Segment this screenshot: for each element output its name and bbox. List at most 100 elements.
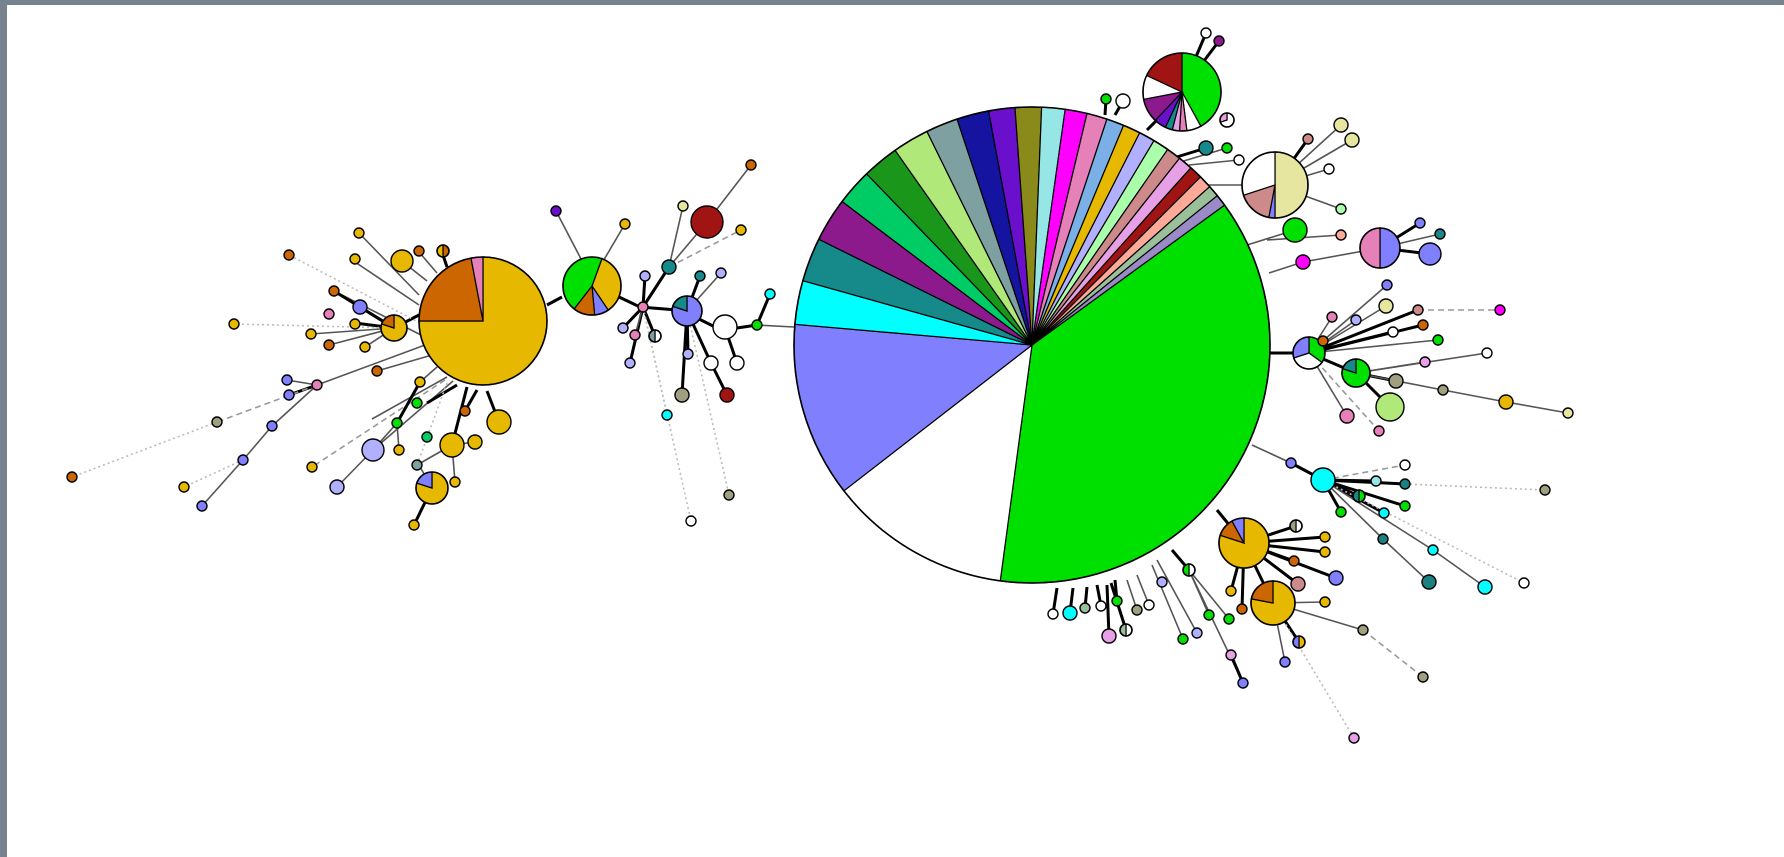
mixed-node-outline xyxy=(1182,563,1196,577)
haplotype-node xyxy=(1498,394,1514,410)
haplotype-node xyxy=(1323,163,1335,175)
haplotype-node xyxy=(408,519,420,531)
haplotype-node xyxy=(305,328,317,340)
mixed-node-outline xyxy=(1119,623,1133,637)
haplotype-node xyxy=(1339,408,1355,424)
haplotype-node xyxy=(1095,600,1107,612)
haplotype-network xyxy=(66,27,1574,744)
main-node-outline xyxy=(793,106,1271,584)
network-link xyxy=(351,259,420,306)
haplotype-node xyxy=(1310,467,1336,493)
haplotype-node xyxy=(178,481,190,493)
haplotype-node xyxy=(352,299,368,315)
haplotype-node xyxy=(211,416,223,428)
haplotype-node xyxy=(712,314,738,340)
haplotype-node xyxy=(1062,605,1078,621)
haplotype-node xyxy=(677,200,689,212)
network-link xyxy=(372,380,454,451)
haplotype-node xyxy=(1233,154,1245,166)
network-link xyxy=(1404,483,1546,491)
mixed-node-outline xyxy=(380,314,408,342)
haplotype-node xyxy=(391,417,403,429)
haplotype-node xyxy=(1236,603,1248,615)
haplotype-node xyxy=(1357,624,1369,636)
haplotype-node xyxy=(390,249,414,273)
haplotype-node xyxy=(1333,117,1349,133)
mixed-node-outline xyxy=(1250,580,1296,626)
network-canvas xyxy=(7,5,1784,857)
mixed-node-slice xyxy=(1359,227,1381,269)
haplotype-node xyxy=(735,224,747,236)
network-link xyxy=(233,323,395,329)
network-link xyxy=(1442,389,1507,403)
haplotype-node xyxy=(719,387,735,403)
network-link xyxy=(1188,159,1240,166)
network-link xyxy=(641,266,671,308)
haplotype-node xyxy=(353,227,365,239)
network-link xyxy=(1382,538,1430,583)
mixed-node-outline xyxy=(1292,336,1326,370)
haplotype-node xyxy=(639,270,651,282)
network-link xyxy=(1308,308,1419,355)
haplotype-node xyxy=(283,389,295,401)
network-nodes xyxy=(66,27,1574,744)
haplotype-node xyxy=(266,420,278,432)
haplotype-node xyxy=(311,379,323,391)
haplotype-node xyxy=(467,434,483,450)
haplotype-node xyxy=(196,500,208,512)
haplotype-node xyxy=(323,308,335,320)
haplotype-node xyxy=(393,444,405,456)
haplotype-node xyxy=(306,461,318,473)
network-link xyxy=(316,344,426,386)
haplotype-node xyxy=(1414,217,1426,229)
haplotype-node xyxy=(629,329,641,341)
network-link xyxy=(546,295,563,307)
haplotype-node xyxy=(1494,304,1506,316)
haplotype-node xyxy=(237,454,249,466)
network-link xyxy=(756,324,795,328)
haplotype-node xyxy=(228,318,240,330)
haplotype-node xyxy=(411,397,423,409)
mixed-node-outline xyxy=(1352,489,1366,503)
haplotype-node xyxy=(1223,613,1235,625)
network-link xyxy=(183,459,244,488)
mixed-node-outline xyxy=(648,329,662,343)
network-link xyxy=(1156,559,1198,634)
haplotype-node xyxy=(411,459,423,471)
mixed-node-outline xyxy=(1292,635,1306,649)
haplotype-node xyxy=(1221,142,1233,154)
haplotype-node xyxy=(1288,555,1300,567)
network-link xyxy=(668,205,684,268)
haplotype-node xyxy=(459,405,471,417)
network-link xyxy=(201,459,244,507)
network-link xyxy=(1308,352,1380,432)
haplotype-node xyxy=(1143,599,1155,611)
mixed-node-outline xyxy=(1219,112,1235,128)
mixed-node-outline xyxy=(415,471,449,505)
haplotype-node xyxy=(371,365,383,377)
haplotype-node xyxy=(1203,609,1215,621)
haplotype-node xyxy=(729,355,745,371)
network-link xyxy=(358,232,420,296)
haplotype-node xyxy=(1477,579,1493,595)
network-link xyxy=(242,425,273,461)
haplotype-node xyxy=(361,438,385,462)
haplotype-node xyxy=(1290,576,1306,592)
mixed-node-outline xyxy=(1241,151,1309,219)
haplotype-node xyxy=(439,432,465,458)
haplotype-node xyxy=(1047,608,1059,620)
haplotype-node xyxy=(764,288,776,300)
haplotype-node xyxy=(1432,334,1444,346)
haplotype-node xyxy=(1237,677,1249,689)
haplotype-node xyxy=(1481,347,1493,359)
haplotype-node xyxy=(1427,544,1439,556)
haplotype-node xyxy=(1177,633,1189,645)
haplotype-node xyxy=(637,301,649,313)
network-link xyxy=(618,295,641,309)
haplotype-node xyxy=(1375,392,1405,422)
haplotype-node xyxy=(1378,507,1390,519)
haplotype-node xyxy=(723,489,735,501)
haplotype-node xyxy=(1373,425,1385,437)
network-link xyxy=(271,384,318,427)
network-link xyxy=(426,383,458,405)
